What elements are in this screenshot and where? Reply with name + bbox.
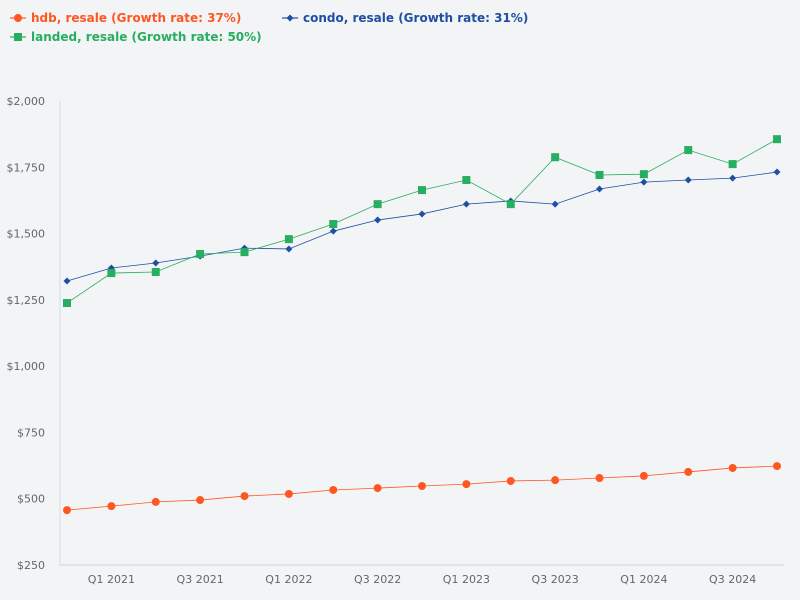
- series-diamond: [63, 168, 781, 285]
- data-point: [684, 467, 693, 476]
- data-point: [240, 248, 249, 257]
- data-point: [329, 220, 338, 229]
- legend-item[interactable]: hdb, resale (Growth rate: 37%): [10, 11, 241, 25]
- x-tick-label: Q3 2022: [354, 573, 401, 586]
- series-square: [63, 135, 781, 308]
- data-point: [196, 496, 205, 505]
- data-point: [107, 269, 116, 278]
- legend-item[interactable]: landed, resale (Growth rate: 50%): [10, 30, 262, 44]
- data-point: [462, 480, 471, 489]
- y-tick-label: $250: [17, 559, 45, 572]
- legend-circle-icon: [14, 14, 22, 22]
- data-point: [639, 471, 648, 480]
- data-point: [728, 463, 737, 472]
- data-point: [63, 299, 71, 308]
- y-tick-label: $1,000: [7, 360, 46, 373]
- series-circle: [63, 462, 781, 515]
- data-point: [418, 186, 426, 195]
- y-tick-label: $1,500: [7, 228, 46, 241]
- legend-square-icon: [14, 33, 22, 41]
- data-point: [240, 492, 249, 501]
- data-point: [285, 245, 293, 253]
- x-tick-label: Q3 2024: [709, 573, 756, 586]
- data-point: [506, 200, 515, 209]
- data-point: [151, 268, 160, 277]
- data-point: [373, 200, 382, 209]
- y-tick-label: $2,000: [7, 95, 46, 108]
- data-point: [729, 174, 737, 182]
- data-point: [551, 200, 559, 208]
- data-point: [63, 506, 71, 515]
- data-point: [595, 170, 604, 179]
- data-point: [373, 484, 382, 493]
- legend-item[interactable]: condo, resale (Growth rate: 31%): [282, 11, 528, 25]
- data-point: [728, 160, 737, 169]
- data-point: [63, 277, 71, 285]
- data-point: [684, 146, 693, 155]
- data-point: [284, 235, 293, 244]
- data-point: [329, 485, 338, 494]
- x-tick-label: Q1 2022: [265, 573, 312, 586]
- legend-diamond-icon: [286, 14, 294, 22]
- legend-label: landed, resale (Growth rate: 50%): [31, 30, 262, 44]
- series-line: [66, 138, 778, 304]
- x-tick-label: Q3 2023: [532, 573, 579, 586]
- data-point: [418, 210, 426, 218]
- data-point: [152, 259, 160, 267]
- data-point: [107, 502, 116, 511]
- data-point: [551, 476, 560, 485]
- data-point: [551, 153, 560, 162]
- data-point: [418, 481, 426, 490]
- y-tick-label: $1,250: [7, 294, 46, 307]
- data-point: [596, 185, 603, 193]
- data-point: [284, 489, 293, 498]
- x-tick-label: Q1 2023: [443, 573, 490, 586]
- legend-label: condo, resale (Growth rate: 31%): [303, 11, 528, 25]
- data-point: [151, 497, 160, 506]
- data-point: [640, 178, 648, 186]
- data-point: [595, 474, 604, 483]
- data-point: [196, 249, 205, 258]
- data-point: [462, 200, 470, 208]
- y-tick-label: $500: [17, 493, 45, 506]
- x-tick-label: Q3 2021: [177, 573, 224, 586]
- legend-label: hdb, resale (Growth rate: 37%): [31, 11, 241, 25]
- x-tick-label: Q1 2021: [88, 573, 135, 586]
- data-point: [506, 476, 515, 485]
- x-tick-label: Q1 2024: [620, 573, 667, 586]
- data-point: [773, 168, 781, 176]
- y-tick-label: $1,750: [7, 161, 46, 174]
- data-point: [773, 135, 781, 144]
- data-point: [462, 176, 471, 185]
- y-tick-label: $750: [17, 426, 45, 439]
- data-point: [773, 462, 781, 471]
- data-point: [684, 176, 692, 184]
- data-point: [639, 170, 648, 179]
- data-point: [329, 227, 337, 235]
- data-point: [374, 216, 382, 224]
